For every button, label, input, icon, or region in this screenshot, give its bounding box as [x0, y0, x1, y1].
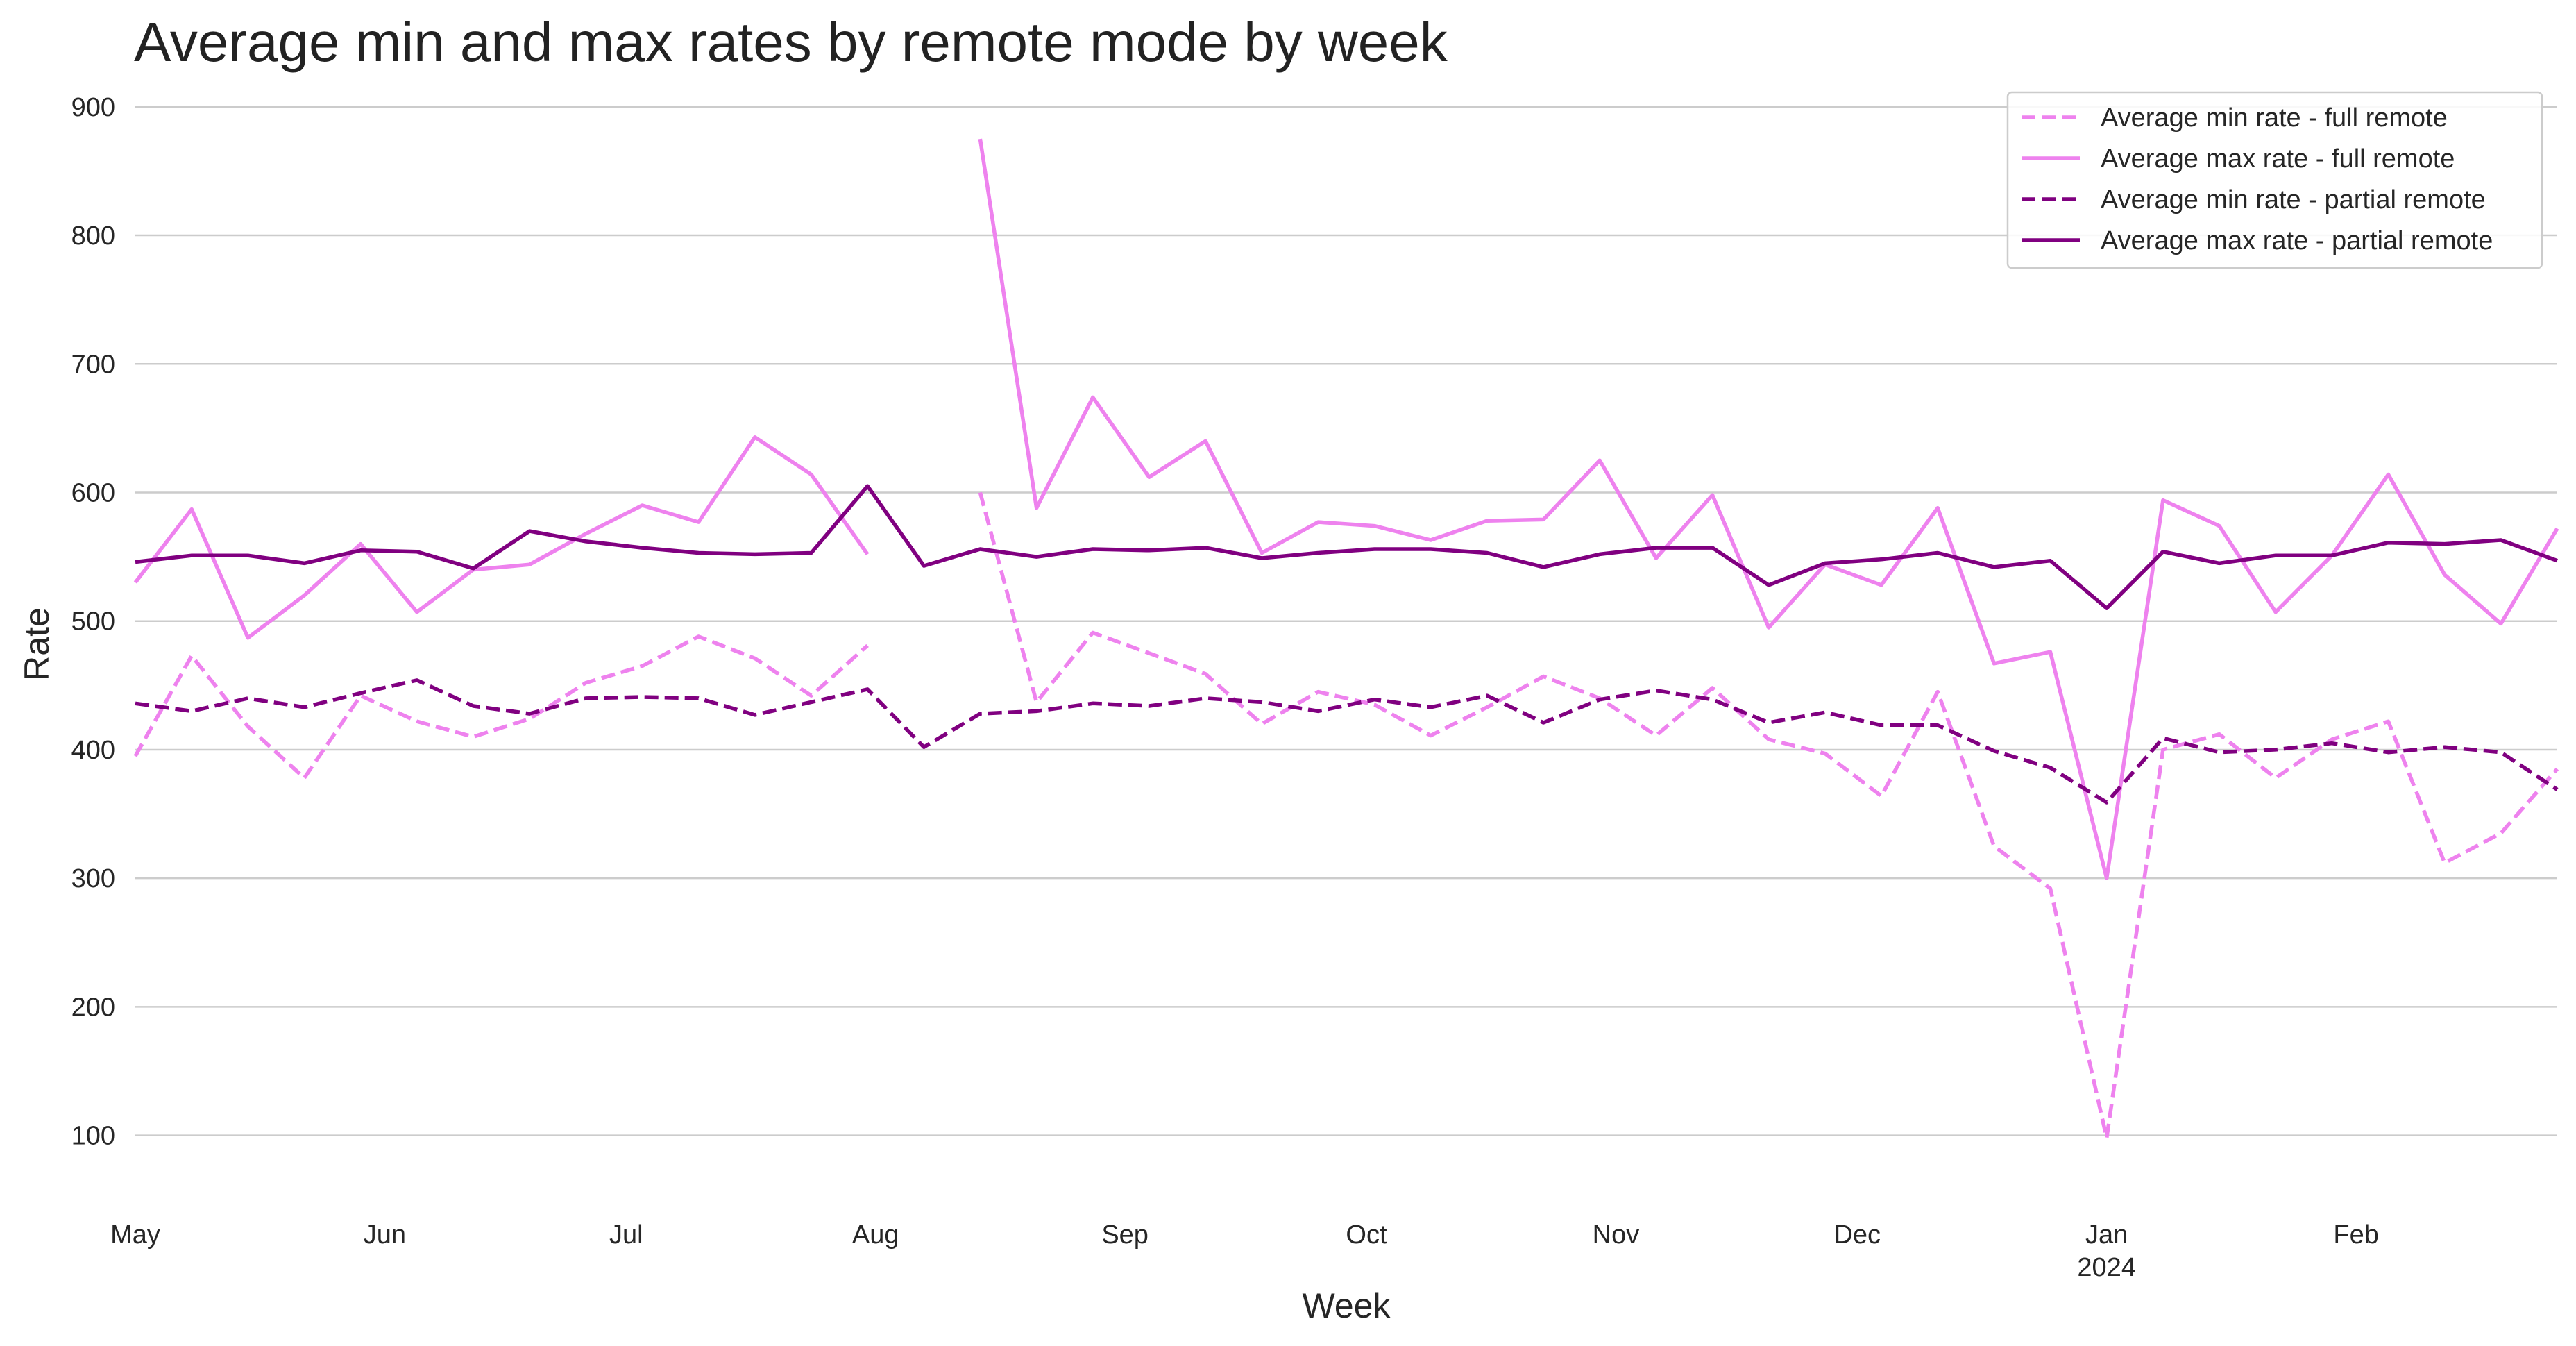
series-line [133, 491, 2559, 1141]
legend-label: Average max rate - partial remote [2101, 226, 2493, 255]
series-path [133, 138, 2559, 880]
legend-box [2006, 91, 2543, 269]
series-line [135, 678, 2559, 805]
series-path [135, 484, 2558, 610]
legend: Average min rate - full remote Average ma… [2006, 91, 2543, 269]
chart-title: Average min and max rates by remote mode… [134, 11, 1448, 73]
series-path [133, 491, 2559, 1141]
x-tick-label: Dec [1833, 1220, 1881, 1250]
x-tick-label: Oct [1346, 1220, 1387, 1250]
x-axis-label: Week [1303, 1286, 1391, 1325]
gridlines [135, 106, 2557, 1136]
y-tick-label: 800 [71, 221, 115, 251]
legend-label: Average max rate - full remote [2101, 144, 2455, 174]
y-tick-label: 100 [71, 1122, 115, 1151]
x-tick-label: Jul [609, 1220, 643, 1250]
series-line [135, 484, 2558, 610]
x-tick-label: May [110, 1220, 160, 1250]
x-tick-labels: May Jun Jul Aug Sep Oct Nov Dec Jan 2024 Feb [110, 1220, 2379, 1282]
legend-label: Average min rate - full remote [2101, 103, 2448, 133]
legend-label: Average min rate - partial remote [2101, 185, 2486, 214]
y-tick-label: 500 [71, 607, 115, 637]
y-tick-labels: 100 200 300 400 500 600 700 800 900 [71, 93, 115, 1151]
y-tick-label: 400 [71, 736, 115, 765]
y-tick-label: 700 [71, 350, 115, 379]
x-tick-sublabel: 2024 [2077, 1253, 2136, 1282]
x-tick-label: Nov [1593, 1220, 1640, 1250]
x-tick-label: Sep [1101, 1220, 1149, 1250]
series-path [135, 678, 2559, 805]
series-line [133, 138, 2559, 880]
y-tick-label: 200 [71, 993, 115, 1022]
x-tick-label: Jan [2085, 1220, 2128, 1250]
x-tick-label: Feb [2333, 1220, 2378, 1250]
y-axis-label: Rate [17, 607, 56, 681]
y-tick-label: 900 [71, 93, 115, 122]
y-tick-label: 600 [71, 478, 115, 507]
y-tick-label: 300 [71, 864, 115, 893]
series-lines [133, 138, 2559, 1141]
x-tick-label: Jun [364, 1220, 406, 1250]
x-tick-label: Aug [852, 1220, 899, 1250]
